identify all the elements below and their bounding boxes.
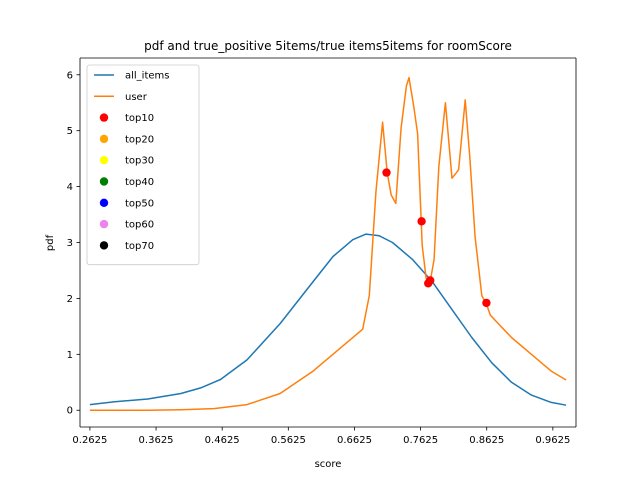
legend-swatch-top30 [99,156,109,165]
x-tick-label: 0.2625 [72,435,107,446]
y-tick-label: 0 [67,406,73,417]
scatter-point-top10 [426,276,435,285]
y-tick-label: 3 [67,238,73,249]
y-tick-label: 6 [67,70,73,81]
x-tick-label: 0.5625 [271,435,306,446]
legend-label-top70: top70 [125,241,154,252]
y-axis-ticks: 0 1 2 3 4 5 6 [67,70,80,417]
x-tick-label: 0.3625 [139,435,174,446]
legend-swatch-top10 [99,113,109,122]
x-tick-label: 0.4625 [205,435,240,446]
legend-swatch-top60 [99,219,109,229]
legend-box [86,64,200,266]
legend-swatch-top20 [99,134,109,144]
x-axis-label: score [315,459,342,470]
y-axis-label: pdf [45,234,56,251]
x-tick-label: 0.8625 [469,435,504,446]
chart-title: pdf and true_positive 5items/true items5… [144,39,512,53]
series-line-all_items [89,233,567,406]
legend-swatch-top50 [99,198,109,207]
legend-label-top60: top60 [125,220,154,231]
plot-contents [89,76,567,411]
x-tick-label: 0.9625 [535,435,570,446]
legend-label-all_items: all_items [125,71,170,82]
legend-label-top20: top20 [125,134,154,145]
y-tick-label: 4 [67,182,73,193]
legend-label-top10: top10 [125,113,154,124]
y-tick-label: 5 [67,126,73,137]
legend-label-top30: top30 [125,156,154,167]
x-tick-label: 0.6625 [337,435,372,446]
legend-swatch-top70 [99,241,109,250]
y-tick-label: 1 [67,350,73,361]
legend-label-top50: top50 [125,198,154,209]
legend-label-user: user [125,92,148,103]
y-tick-label: 2 [67,294,73,305]
x-tick-label: 0.7625 [403,435,438,446]
scatter-point-top10 [482,298,491,308]
legend-label-top40: top40 [125,177,154,188]
legend-swatch-top40 [99,177,109,186]
x-axis-ticks: 0.2625 0.3625 0.4625 0.5625 0.6625 0.7625 0.86… [72,427,570,446]
scatter-point-top10 [382,168,391,177]
scatter-point-top10 [417,217,426,226]
